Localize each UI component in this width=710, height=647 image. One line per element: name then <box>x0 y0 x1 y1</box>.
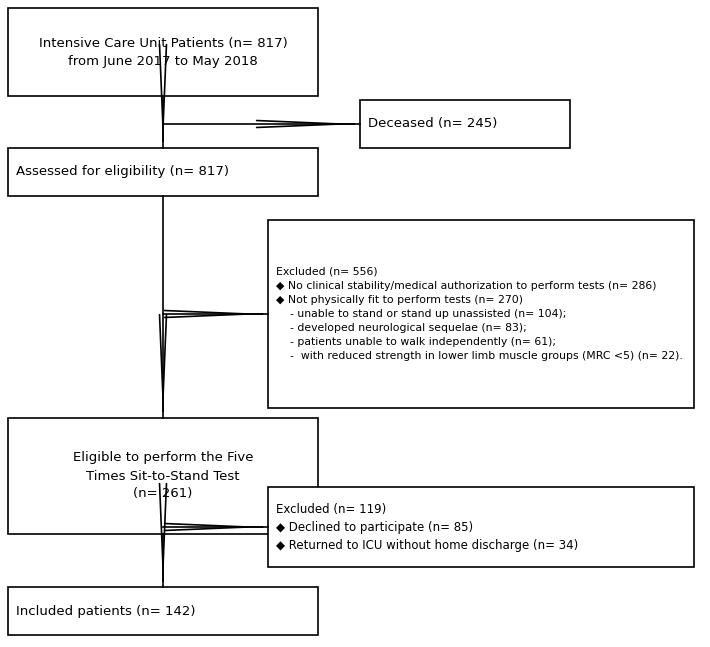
Text: Assessed for eligibility (n= 817): Assessed for eligibility (n= 817) <box>16 166 229 179</box>
Text: Included patients (n= 142): Included patients (n= 142) <box>16 604 195 617</box>
Text: Eligible to perform the Five
Times Sit-to-Stand Test
(n= 261): Eligible to perform the Five Times Sit-t… <box>72 452 253 501</box>
Bar <box>8 8 318 96</box>
Text: Deceased (n= 245): Deceased (n= 245) <box>368 118 498 131</box>
Bar <box>8 148 318 196</box>
Text: Excluded (n= 119)
◆ Declined to participate (n= 85)
◆ Returned to ICU without ho: Excluded (n= 119) ◆ Declined to particip… <box>276 503 578 551</box>
Bar <box>8 418 318 534</box>
Bar <box>360 100 570 148</box>
Bar <box>268 487 694 567</box>
Bar <box>268 220 694 408</box>
Bar <box>8 587 318 635</box>
Text: Excluded (n= 556)
◆ No clinical stability/medical authorization to perform tests: Excluded (n= 556) ◆ No clinical stabilit… <box>276 267 683 361</box>
Text: Intensive Care Unit Patients (n= 817)
from June 2017 to May 2018: Intensive Care Unit Patients (n= 817) fr… <box>38 36 288 67</box>
